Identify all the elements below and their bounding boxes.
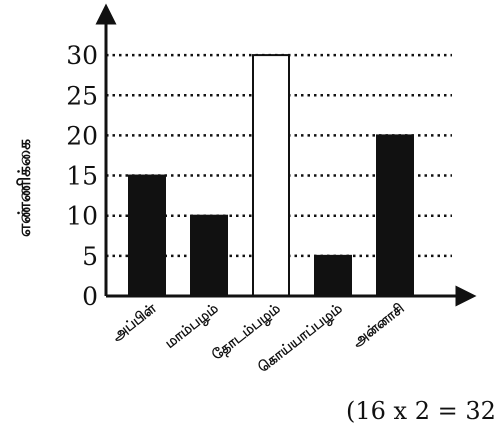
category-label: அன்னாசி [350, 301, 408, 351]
y-tick-label: 25 [66, 81, 98, 110]
y-tick-labels: 0 5 10 15 20 25 30 [66, 41, 98, 311]
y-tick-label: 5 [82, 242, 98, 271]
y-tick-label: 10 [66, 202, 98, 231]
bar [190, 214, 228, 297]
y-tick-label: 20 [66, 121, 98, 150]
bar [252, 54, 290, 297]
y-tick-label: 30 [66, 41, 98, 70]
y-tick-label: 0 [82, 282, 98, 311]
category-label: மாம்பழம் [162, 301, 222, 353]
category-labels: அப்பிள் மாம்பழம்தோடம்பழம்கொய்யாப்பழம் அன்ன… [109, 300, 407, 376]
bars [128, 54, 414, 298]
bar [314, 254, 352, 298]
y-axis-label: எண்ணிக்கை [15, 139, 35, 237]
y-tick-label: 15 [66, 162, 98, 191]
bar [128, 174, 166, 297]
category-label: அப்பிள் [109, 300, 160, 344]
bar [376, 134, 414, 297]
footnote-text: (16 x 2 = 32 [346, 397, 496, 425]
